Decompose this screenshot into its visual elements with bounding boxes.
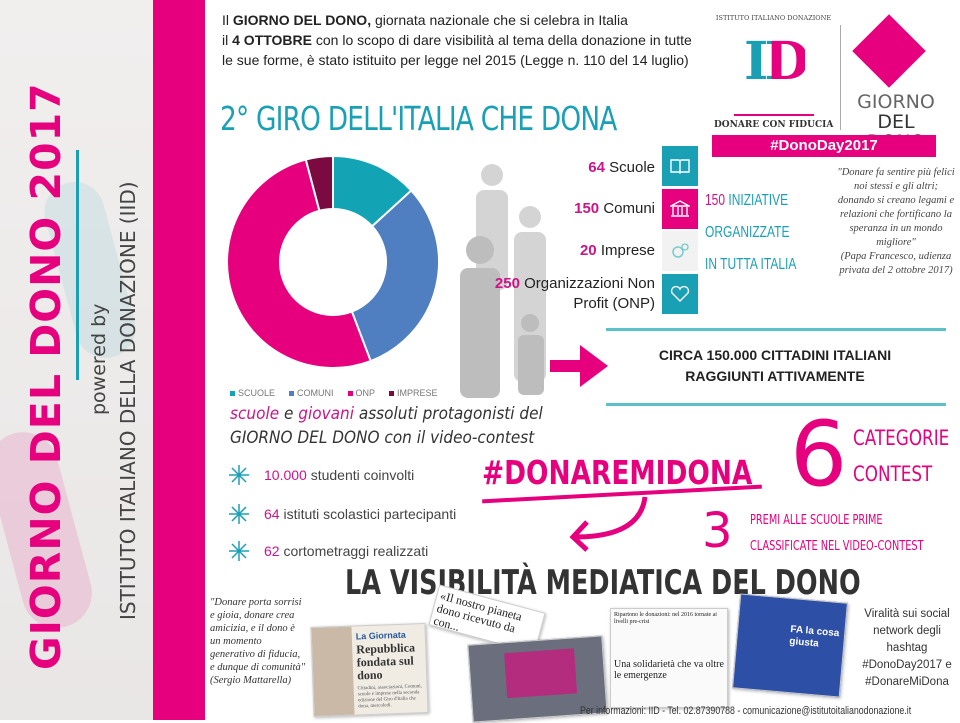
divider xyxy=(734,114,814,116)
legend-swatch xyxy=(389,391,395,397)
bullet-students: 10.000 studenti coinvolti xyxy=(228,464,414,486)
iid-tagline: DONARE CON FIDUCIA xyxy=(714,120,834,130)
clip-kicker: La Giornata xyxy=(355,629,406,642)
asterisk-icon xyxy=(229,504,249,524)
donut-slice-comuni xyxy=(350,189,440,363)
clip-title: Repubblica fondata sul dono xyxy=(356,640,416,683)
tv-caption: FA la cosa giusta xyxy=(788,623,840,650)
legend-swatch xyxy=(347,391,353,397)
divider xyxy=(840,25,841,130)
hashtag-banner: #DonoDay2017 xyxy=(712,135,936,157)
sidebar-strip: GIORNO DEL DONO 2017 powered by ISTITUTO… xyxy=(0,0,153,720)
pope-quote: "Donare fa sentire più felici noi stessi… xyxy=(837,167,955,276)
categories-label: CATEGORIE CONTEST xyxy=(853,426,950,486)
photo xyxy=(311,626,355,717)
pink-bar xyxy=(153,0,205,720)
section-title: 2° GIRO DELL'ITALIA CHE DONA xyxy=(220,99,617,138)
viral-text: Viralità sui social network degli hashta… xyxy=(862,608,952,688)
sidebar-title: GIORNO DEL DONO 2017 xyxy=(22,82,70,670)
bullet-institutes: 64 istituti scolastici partecipanti xyxy=(228,503,456,525)
contest-intro: scuole e giovani assoluti protagonisti d… xyxy=(230,404,543,448)
prizes-label: PREMI ALLE SCUOLE PRIME CLASSIFICATE NEL … xyxy=(750,513,924,554)
donut-slice-onp xyxy=(226,158,372,369)
reach-text: CIRCA 150.000 CITTADINI ITALIANI RAGGIUNT… xyxy=(658,347,892,384)
organization-name: ISTITUTO ITALIANO DELLA DONAZIONE (IID) xyxy=(116,181,140,620)
divider xyxy=(606,328,946,331)
divider xyxy=(76,150,79,380)
contest-hashtag: #DONAREMIDONA xyxy=(482,453,753,492)
stat-comuni: 150 Comuni xyxy=(574,200,655,217)
logos: ISTITUTO ITALIANO DONAZIONE ID DONARE CO… xyxy=(706,10,951,160)
clip-body: Cittadini, associazioni, Comuni, scuole … xyxy=(357,684,423,710)
legend-item-scuole: SCUOLE xyxy=(230,387,275,399)
donut-chart xyxy=(226,154,440,369)
giorno-del-dono-logo-icon xyxy=(852,14,926,88)
arrow-right-icon xyxy=(550,345,608,387)
initiatives-text: 150 INIZIATIVE ORGANIZZATE IN TUTTA ITALIA xyxy=(705,192,797,273)
gears-icon xyxy=(662,231,698,271)
legend-item-comuni: COMUNI xyxy=(289,387,334,399)
stat-scuole: 64 Scuole xyxy=(588,159,655,176)
tv-screenshot: FA la cosa giusta xyxy=(732,593,848,698)
newspaper-clip: La Giornata Repubblica fondata sul dono … xyxy=(310,623,429,717)
people-icon xyxy=(460,164,546,398)
mattarella-quote: "Donare porta sorrisi e gioia, donare cr… xyxy=(210,597,306,686)
asterisk-icon xyxy=(229,541,249,561)
footer-contact: Per informazioni: IID - Tel. 02.87390788… xyxy=(580,705,912,717)
iid-logo-arc: ISTITUTO ITALIANO DONAZIONE xyxy=(715,14,832,22)
intro-text: Il GIORNO DEL DONO, giornata nazionale c… xyxy=(222,12,692,68)
asterisk-icon xyxy=(229,465,249,485)
iid-logo: ID xyxy=(744,31,809,92)
bullet-shorts: 62 cortometraggi realizzati xyxy=(228,540,428,562)
legend-item-imprese: IMPRESE xyxy=(389,387,438,399)
powered-by-label: powered by xyxy=(88,303,110,415)
legend-swatch xyxy=(289,391,295,397)
legend-item-onp: ONP xyxy=(347,387,375,399)
donut-slice-imprese xyxy=(304,154,334,212)
heart-icon xyxy=(662,274,698,314)
curved-arrow-icon xyxy=(569,496,648,552)
book-icon xyxy=(662,146,698,186)
clip-headline: Ripartono le donazioni: nel 2016 tornate… xyxy=(614,612,717,625)
divider xyxy=(606,403,946,406)
categories-number: 6 xyxy=(790,402,848,507)
stat-imprese: 20 Imprese xyxy=(579,242,655,259)
newspaper-clip: Ripartono le donazioni: nel 2016 tornate… xyxy=(610,608,728,708)
town-hall-icon xyxy=(662,189,698,229)
clip-title: Una solidarietà che va oltre le emergenz… xyxy=(614,659,724,681)
legend-swatch xyxy=(230,391,235,397)
stat-onp: 250 Organizzazioni Non Profit (ONP) xyxy=(494,275,655,312)
chart-legend: SCUOLE COMUNI ONP IMPRESE xyxy=(230,387,438,399)
prizes-number: 3 xyxy=(702,503,733,559)
